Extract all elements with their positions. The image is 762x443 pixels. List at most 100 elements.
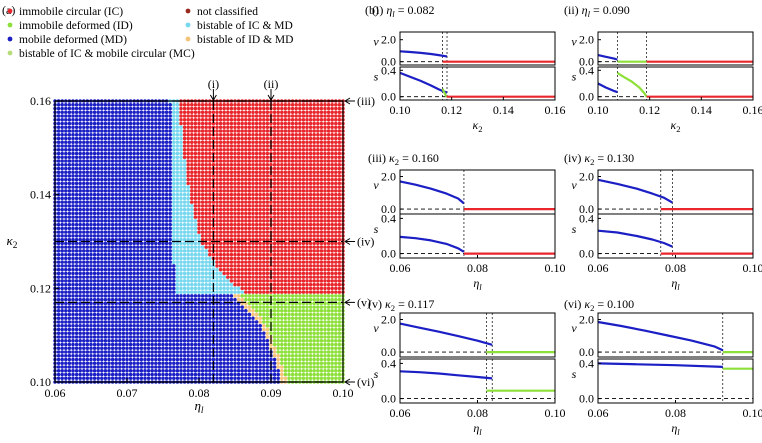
- phase-point-MD: [139, 211, 144, 216]
- phase-point-MD: [96, 376, 100, 380]
- phase-point-IC: [323, 234, 327, 238]
- phase-point-MD: [121, 331, 126, 336]
- phase-point-MD: [78, 234, 82, 238]
- phase-point-MD: [110, 316, 115, 321]
- phase-point-MD: [200, 327, 205, 332]
- phase-point-MD: [154, 320, 158, 324]
- phase-point-IC: [326, 275, 331, 279]
- phase-point-MD: [215, 320, 219, 324]
- phase-point-IC: [236, 249, 241, 253]
- phase-point-MD: [240, 327, 244, 332]
- phase-point-MD: [56, 200, 61, 204]
- phase-point-MD: [143, 267, 147, 272]
- phase-point-IC: [316, 230, 320, 234]
- phase-point-IC: [269, 290, 273, 294]
- phase-point-MD: [236, 320, 241, 324]
- phase-point-MD: [161, 267, 165, 272]
- phase-point-IC: [280, 192, 284, 197]
- phase-point-ID: [287, 327, 291, 332]
- phase-point-IC: [276, 159, 280, 163]
- phase-point-MD: [161, 339, 165, 343]
- phase-point-MD: [146, 335, 151, 339]
- phase-point-MD: [110, 312, 115, 317]
- phase-point-IC: [319, 204, 324, 208]
- phase-point-IC: [262, 166, 266, 171]
- phase-point-MD: [139, 335, 144, 339]
- phase-point-IC: [233, 166, 237, 171]
- phase-point-MD: [233, 365, 237, 369]
- phase-point-MD: [107, 312, 111, 317]
- phase-point-IC_MD: [200, 271, 205, 276]
- phase-point-ID: [305, 324, 309, 328]
- phase-point-IC: [290, 196, 295, 201]
- phase-point-MD: [64, 170, 68, 174]
- phase-point-MD: [254, 339, 259, 343]
- phase-point-MD: [103, 301, 108, 306]
- phase-point-MD: [146, 297, 151, 302]
- phase-point-MD: [229, 327, 234, 332]
- phase-point-IC: [247, 215, 252, 219]
- phase-point-MD: [103, 226, 108, 231]
- phase-point-MD: [182, 320, 187, 324]
- phase-point-ID: [323, 320, 327, 324]
- phase-point-MD: [229, 342, 234, 347]
- phase-point-MD: [89, 275, 93, 279]
- phase-point-MD: [168, 166, 172, 171]
- phase-point-MD: [96, 192, 100, 197]
- phase-point-MD: [71, 230, 75, 234]
- phase-point-MD: [168, 234, 172, 238]
- phase-point-MD: [60, 282, 64, 287]
- phase-point-ID: [301, 297, 306, 302]
- phase-point-MD: [168, 185, 172, 189]
- phase-point-ID: [283, 350, 288, 354]
- phase-point-ID: [319, 372, 324, 377]
- phase-point-MD: [172, 335, 176, 339]
- phase-point-IC: [298, 207, 302, 212]
- phase-point-IC: [258, 166, 262, 171]
- phase-point-MD: [103, 181, 108, 186]
- phase-point-MD: [125, 320, 129, 324]
- phase-point-IC: [226, 200, 230, 204]
- phase-point-IC_MD: [186, 267, 190, 272]
- phase-point-MD: [139, 339, 144, 343]
- phase-point-ID: [287, 335, 291, 339]
- phase-point-MD: [168, 316, 172, 321]
- phase-point-IC: [226, 189, 230, 193]
- phase-point-IC_MD: [172, 200, 176, 204]
- phase-point-MD: [60, 241, 64, 246]
- phase-point-ID: [323, 301, 327, 306]
- phase-point-MD: [107, 267, 111, 272]
- phase-point-IC: [276, 290, 280, 294]
- phase-point-MD: [233, 331, 237, 336]
- phase-point-MD: [132, 177, 136, 182]
- phase-point-IC: [197, 207, 201, 212]
- phase-point-MD: [226, 335, 230, 339]
- phase-point-MD: [107, 294, 111, 298]
- phase-point-MD: [125, 354, 129, 358]
- phase-point-ID: [330, 297, 334, 302]
- phase-point-IC_MD: [226, 290, 230, 294]
- phase-point-MD: [103, 177, 108, 182]
- phase-point-MD: [139, 177, 144, 182]
- phase-point-MD: [208, 339, 212, 343]
- phase-point-MD: [118, 365, 122, 369]
- phase-point-ID: [330, 327, 334, 332]
- phase-point-IC: [287, 159, 291, 163]
- phase-point-ID: [319, 309, 324, 313]
- phase-point-ID: [330, 376, 334, 380]
- phase-point-IC: [251, 192, 255, 197]
- phase-point-MD: [157, 237, 162, 242]
- phase-point-IC: [334, 155, 338, 159]
- phase-point-ID: [308, 369, 313, 373]
- phase-point-MD: [82, 230, 86, 234]
- phase-point-MD: [182, 324, 187, 328]
- phase-point-MD: [154, 354, 158, 358]
- phase-point-MD: [121, 192, 126, 197]
- phase-point-IC: [262, 264, 266, 268]
- phase-point-MD: [64, 320, 68, 324]
- phase-point-MD: [100, 290, 104, 294]
- phase-point-MD: [136, 230, 140, 234]
- phase-point-ID: [287, 324, 291, 328]
- phase-point-MD: [161, 316, 165, 321]
- phase-point-ID: [280, 361, 284, 366]
